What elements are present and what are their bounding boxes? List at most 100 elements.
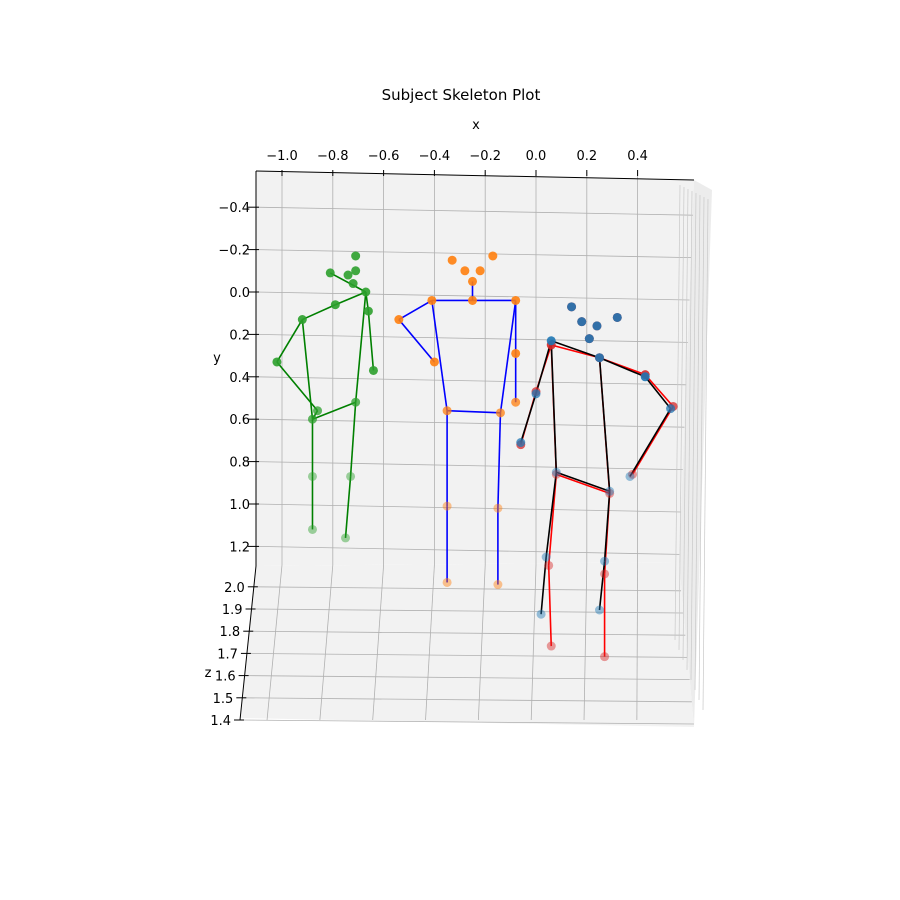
- skeleton-1-bone: [335, 291, 367, 306]
- skeleton-2-bone: [499, 300, 517, 413]
- skeleton-3-bone: [644, 374, 674, 408]
- skeleton-2-joint: [468, 276, 477, 286]
- back-pane: [256, 171, 694, 566]
- y-tick-label: −0.4: [218, 201, 250, 216]
- skeleton-2-bone: [447, 409, 501, 414]
- right-pane-gridline: [674, 184, 681, 641]
- skeleton-1-joint: [361, 287, 371, 297]
- skeleton-2-joint: [429, 357, 439, 367]
- right-pane-gridline: [702, 198, 709, 711]
- skeleton-1-bone: [276, 319, 304, 363]
- x-axis-label: x: [472, 118, 480, 133]
- skeleton-4-bone: [519, 393, 537, 443]
- skeleton-4-bone: [599, 356, 646, 378]
- tick-labels: −1.0 −0.8 −0.6 −0.4 −0.2 0.0 0.2 0.4 −0.4 −0.2 0.0…: [210, 149, 648, 729]
- skeleton-4-joint: [531, 389, 541, 399]
- skeleton-4-bone: [550, 340, 558, 473]
- skeleton-1-bone: [301, 319, 314, 420]
- skeleton-1-joint: [351, 266, 361, 276]
- y-tick-label: 1.0: [229, 498, 250, 513]
- skeleton-4-bone: [545, 472, 558, 558]
- right-pane-gridline: [694, 194, 701, 691]
- y-gridline: [255, 376, 687, 386]
- skeleton-4-joint: [551, 467, 561, 477]
- z-gridline: [244, 675, 690, 680]
- skeleton-4-joint: [640, 372, 650, 382]
- skeleton-3-bone: [547, 565, 553, 647]
- y-tick-label: 1.2: [229, 540, 250, 555]
- skeleton-2-joint: [394, 315, 404, 325]
- skeleton-1-bone: [312, 401, 356, 420]
- skeleton-4-joint: [546, 336, 556, 346]
- skeleton-1-joint: [272, 357, 282, 367]
- y-tick-label: 0.2: [229, 328, 250, 343]
- skeleton-3-joint: [544, 560, 554, 570]
- z-axis-line: [239, 565, 257, 721]
- skeleton-4-joint: [541, 552, 551, 562]
- skeleton-4-bone: [644, 376, 672, 410]
- skeleton-1-joint: [307, 524, 317, 534]
- skeleton-2-joint: [442, 577, 452, 587]
- skeleton-1-joint: [341, 533, 350, 543]
- skeleton-3-joint: [546, 641, 556, 651]
- skeleton-2-joint: [511, 348, 521, 358]
- skeleton-3-bone: [556, 473, 610, 495]
- skeleton-3-joint: [600, 652, 610, 662]
- skeleton-4-bone: [535, 340, 553, 394]
- skeleton-4-joint: [625, 471, 635, 481]
- skeleton-1-joint: [307, 471, 317, 481]
- skeleton-1-joint: [330, 300, 340, 310]
- x-floor-gridline: [425, 564, 435, 721]
- x-tick-label: 0.0: [526, 149, 547, 164]
- skeleton-1-joint: [363, 306, 373, 316]
- skeleton-2-joint: [460, 266, 470, 276]
- y-gridline: [255, 546, 680, 555]
- skeleton-2-joint: [427, 295, 437, 305]
- x-tick-label: 0.4: [627, 149, 648, 164]
- right-pane-gridline: [690, 192, 697, 681]
- skeleton-4-joint: [567, 302, 577, 312]
- x-floor-gridline: [636, 564, 638, 721]
- y-tick-label: 0.8: [229, 456, 250, 471]
- skeleton-3-joint: [600, 569, 610, 579]
- y-axis-label: y: [213, 351, 221, 366]
- z-gridline: [249, 630, 686, 636]
- skeleton-3-joint: [628, 469, 638, 479]
- skeleton-1-joint: [351, 397, 361, 407]
- skeleton-1-bone: [344, 476, 352, 538]
- x-tick-label: −0.2: [469, 149, 501, 164]
- x-floor-gridline: [372, 564, 384, 721]
- skeleton-2-joint: [468, 295, 477, 305]
- skeleton-4-joint: [666, 404, 676, 414]
- y-tick-label: 0.0: [229, 286, 250, 301]
- right-pane-gridline: [678, 186, 685, 651]
- skeleton-4-joint: [516, 438, 526, 448]
- skeleton-4-bone: [550, 340, 600, 359]
- right-pane-gridline: [682, 188, 689, 661]
- floor-pane: [240, 562, 694, 727]
- skeleton-1-bone: [329, 272, 367, 293]
- skeleton-2-bone: [398, 299, 433, 321]
- right-pane: [679, 180, 712, 727]
- skeleton-1-joint: [297, 315, 307, 325]
- skeleton-2-joint: [493, 503, 503, 513]
- skeleton-2-joint: [475, 266, 485, 276]
- skeleton-4-joint: [577, 317, 587, 327]
- skeleton-4-joint: [600, 556, 610, 566]
- y-gridline: [255, 418, 685, 428]
- skeleton-2-bone: [398, 319, 436, 363]
- y-gridline: [255, 503, 682, 513]
- z-tick-label: 1.9: [222, 603, 243, 618]
- skeleton-4-joint: [536, 609, 546, 619]
- skeleton-1-joint: [368, 365, 378, 375]
- skeleton-2-bone: [431, 300, 448, 411]
- z-axis-label: z: [205, 666, 212, 681]
- skeleton-1-joint: [307, 414, 317, 424]
- chart-title: Subject Skeleton Plot: [382, 86, 541, 104]
- skeleton-1-joint: [348, 279, 358, 289]
- z-tick-label: 1.7: [217, 647, 238, 662]
- x-tick-label: 0.2: [576, 149, 597, 164]
- skeleton-2-joint: [442, 501, 452, 511]
- x-tick-label: −0.8: [317, 149, 349, 164]
